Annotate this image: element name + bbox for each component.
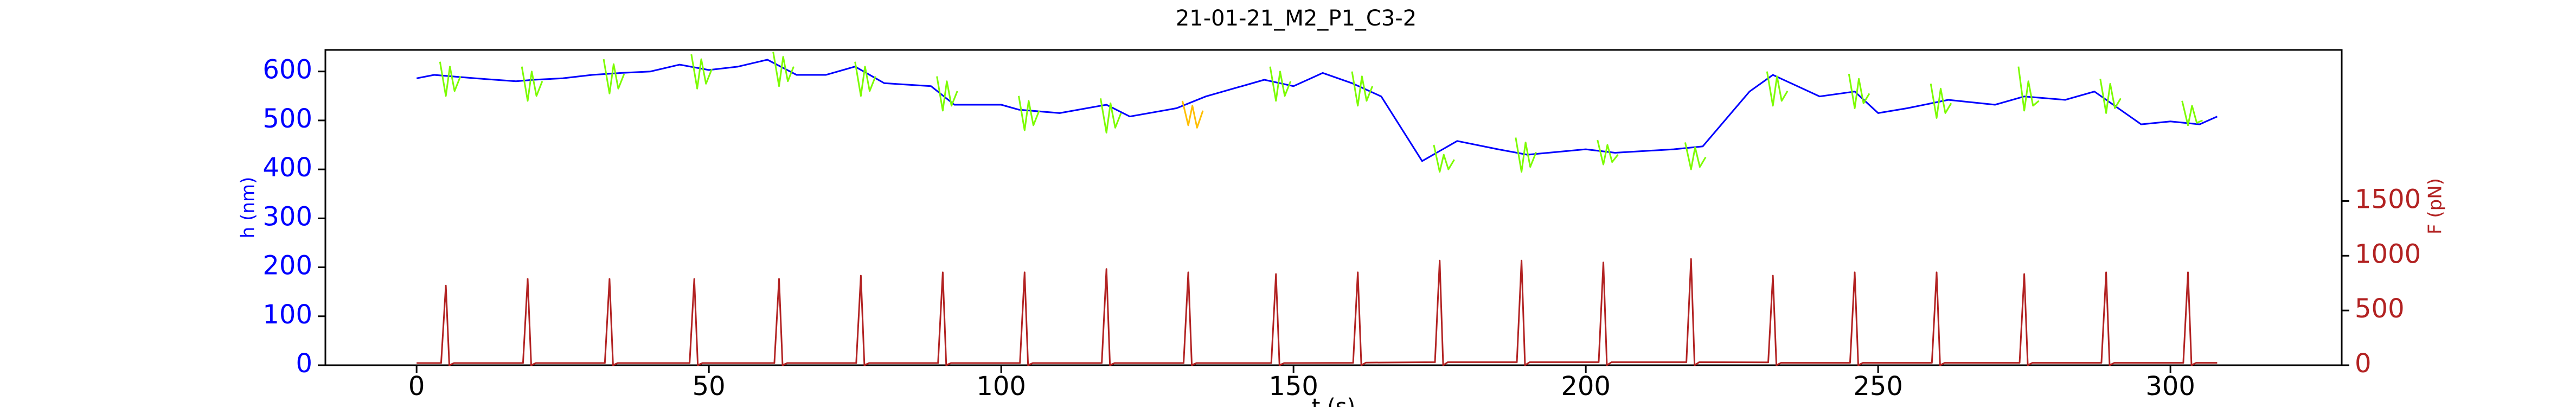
y-tick-label: 100: [262, 300, 312, 330]
y2-tick-label: 1500: [2355, 184, 2421, 214]
y-tick-label: 0: [296, 348, 312, 379]
data-line: [1181, 100, 1204, 129]
x-tick-label: 100: [976, 371, 1026, 402]
y2-axis-label: F (pN): [2425, 178, 2446, 234]
x-tick-label: 50: [693, 371, 726, 402]
x-tick-label: 300: [2145, 371, 2195, 402]
y-tick-label: 300: [262, 201, 312, 232]
chart-title: 21-01-21_M2_P1_C3-2: [1176, 6, 1417, 31]
y-tick-label: 400: [262, 152, 312, 183]
x-tick-label: 150: [1268, 371, 1318, 402]
plot-frame: [324, 49, 2343, 366]
x-tick-label: 200: [1561, 371, 1611, 402]
y2-tick-label: 500: [2355, 294, 2405, 324]
data-line: [416, 258, 2218, 366]
y2-tick-label: 0: [2355, 348, 2372, 379]
data-line: [439, 52, 2203, 173]
y-tick-label: 200: [262, 251, 312, 281]
y-axis-label: h (nm): [238, 177, 259, 239]
x-tick-label: 0: [408, 371, 425, 402]
x-axis-label: t (s): [1312, 395, 1355, 407]
y2-tick-label: 1000: [2355, 239, 2421, 269]
y-tick-label: 600: [262, 55, 312, 85]
y-tick-label: 500: [262, 104, 312, 134]
x-tick-label: 250: [1853, 371, 1903, 402]
